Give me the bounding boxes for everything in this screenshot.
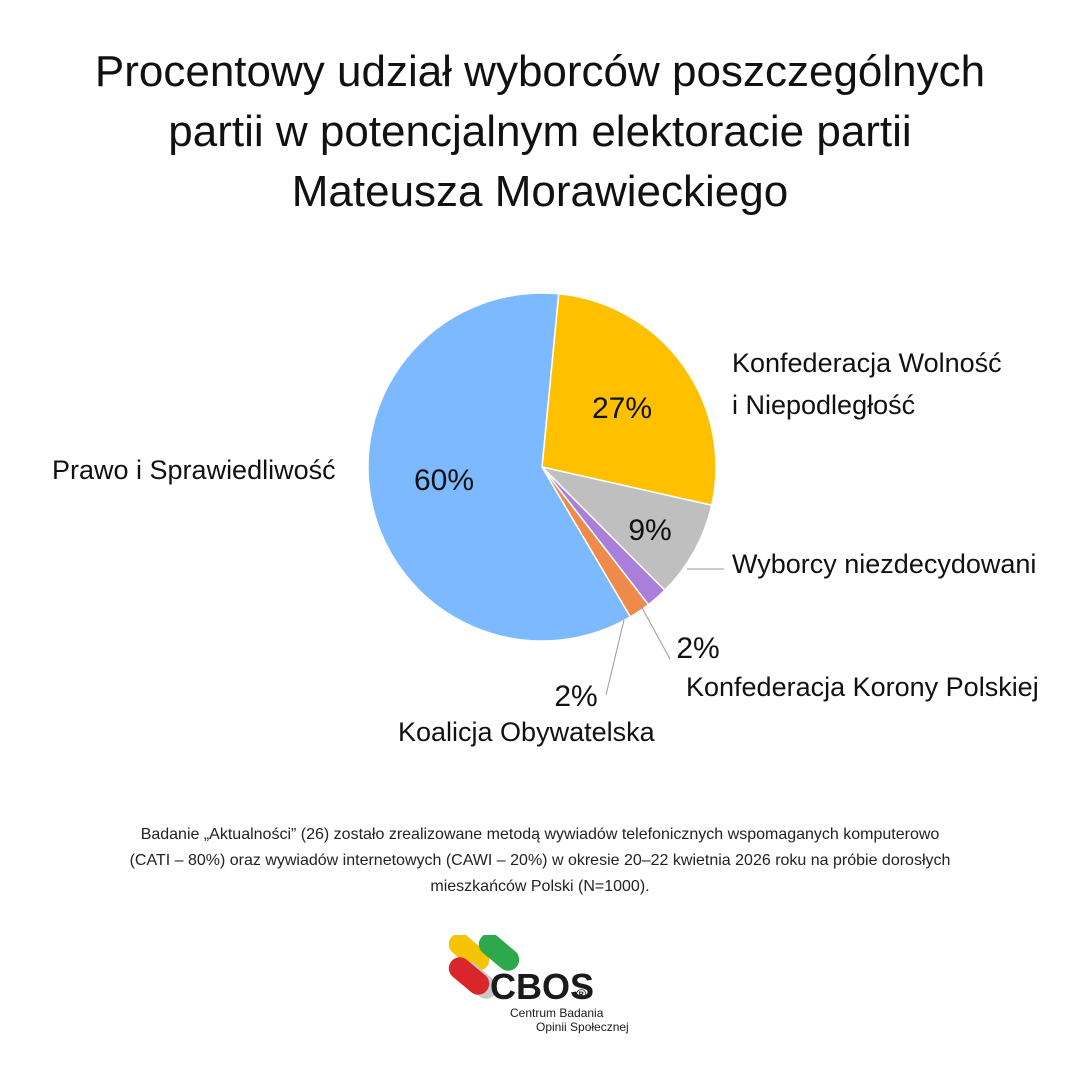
slice-value-label-0: 27%	[592, 392, 652, 425]
slice-category-label-1-0: Wyborcy niezdecydowani	[732, 549, 1036, 579]
slice-value-label-2: 2%	[676, 632, 719, 665]
pie-slice-0	[541, 292, 717, 507]
logo-pill-yellow	[448, 935, 490, 971]
slice-category-label-0-1: i Niepodległość	[732, 390, 915, 420]
pie-slice-1	[539, 465, 713, 592]
logo-pill-green	[478, 935, 520, 971]
footnote-line-2: (CATI – 80%) oraz wywiadów internetowych…	[129, 852, 951, 869]
chart-title-line-2: partii w potencjalnym elektoracie partii	[168, 107, 912, 156]
logo-subtitle-line-2: Opinii Społecznej	[536, 1020, 629, 1034]
pie-slice-4	[367, 292, 632, 642]
chart-title-line-3: Mateusza Morawieckiego	[291, 167, 789, 216]
logo-subtitle-line-1: Centrum Badania	[510, 1006, 604, 1020]
logo-registered-mark: ®	[576, 986, 587, 1002]
cbos-logo: CBOS ® Centrum Badania Opinii Społecznej	[448, 935, 629, 1034]
methodology-note: Badanie „Aktualności” (26) zostało zreal…	[50, 822, 1030, 900]
slice-category-label-4-0: Prawo i Sprawiedliwość	[52, 455, 336, 485]
logo-wordmark: CBOS	[490, 966, 594, 1007]
slice-category-label-3-0: Koalicja Obywatelska	[398, 717, 656, 747]
footnote-line-1: Badanie „Aktualności” (26) zostało zreal…	[140, 826, 940, 843]
slice-category-label-0-0: Konfederacja Wolność	[732, 348, 1002, 378]
slice-category-label-2-0: Konfederacja Korony Polskiej	[686, 672, 1039, 702]
slice-value-label-4: 60%	[414, 464, 474, 497]
leader-line-2	[639, 603, 671, 660]
footnote-line-3: mieszkańców Polski (N=1000).	[430, 878, 650, 895]
leader-line-3	[605, 619, 625, 696]
logo-pill-red	[448, 957, 490, 995]
slice-value-label-1: 9%	[628, 514, 671, 547]
cbos-logo-pills-icon	[448, 935, 520, 999]
chart-title-line-1: Procentowy udział wyborców poszczególnyc…	[94, 47, 986, 96]
chart-title: Procentowy udział wyborców poszczególnyc…	[40, 42, 1040, 222]
slice-value-label-3: 2%	[554, 680, 597, 713]
